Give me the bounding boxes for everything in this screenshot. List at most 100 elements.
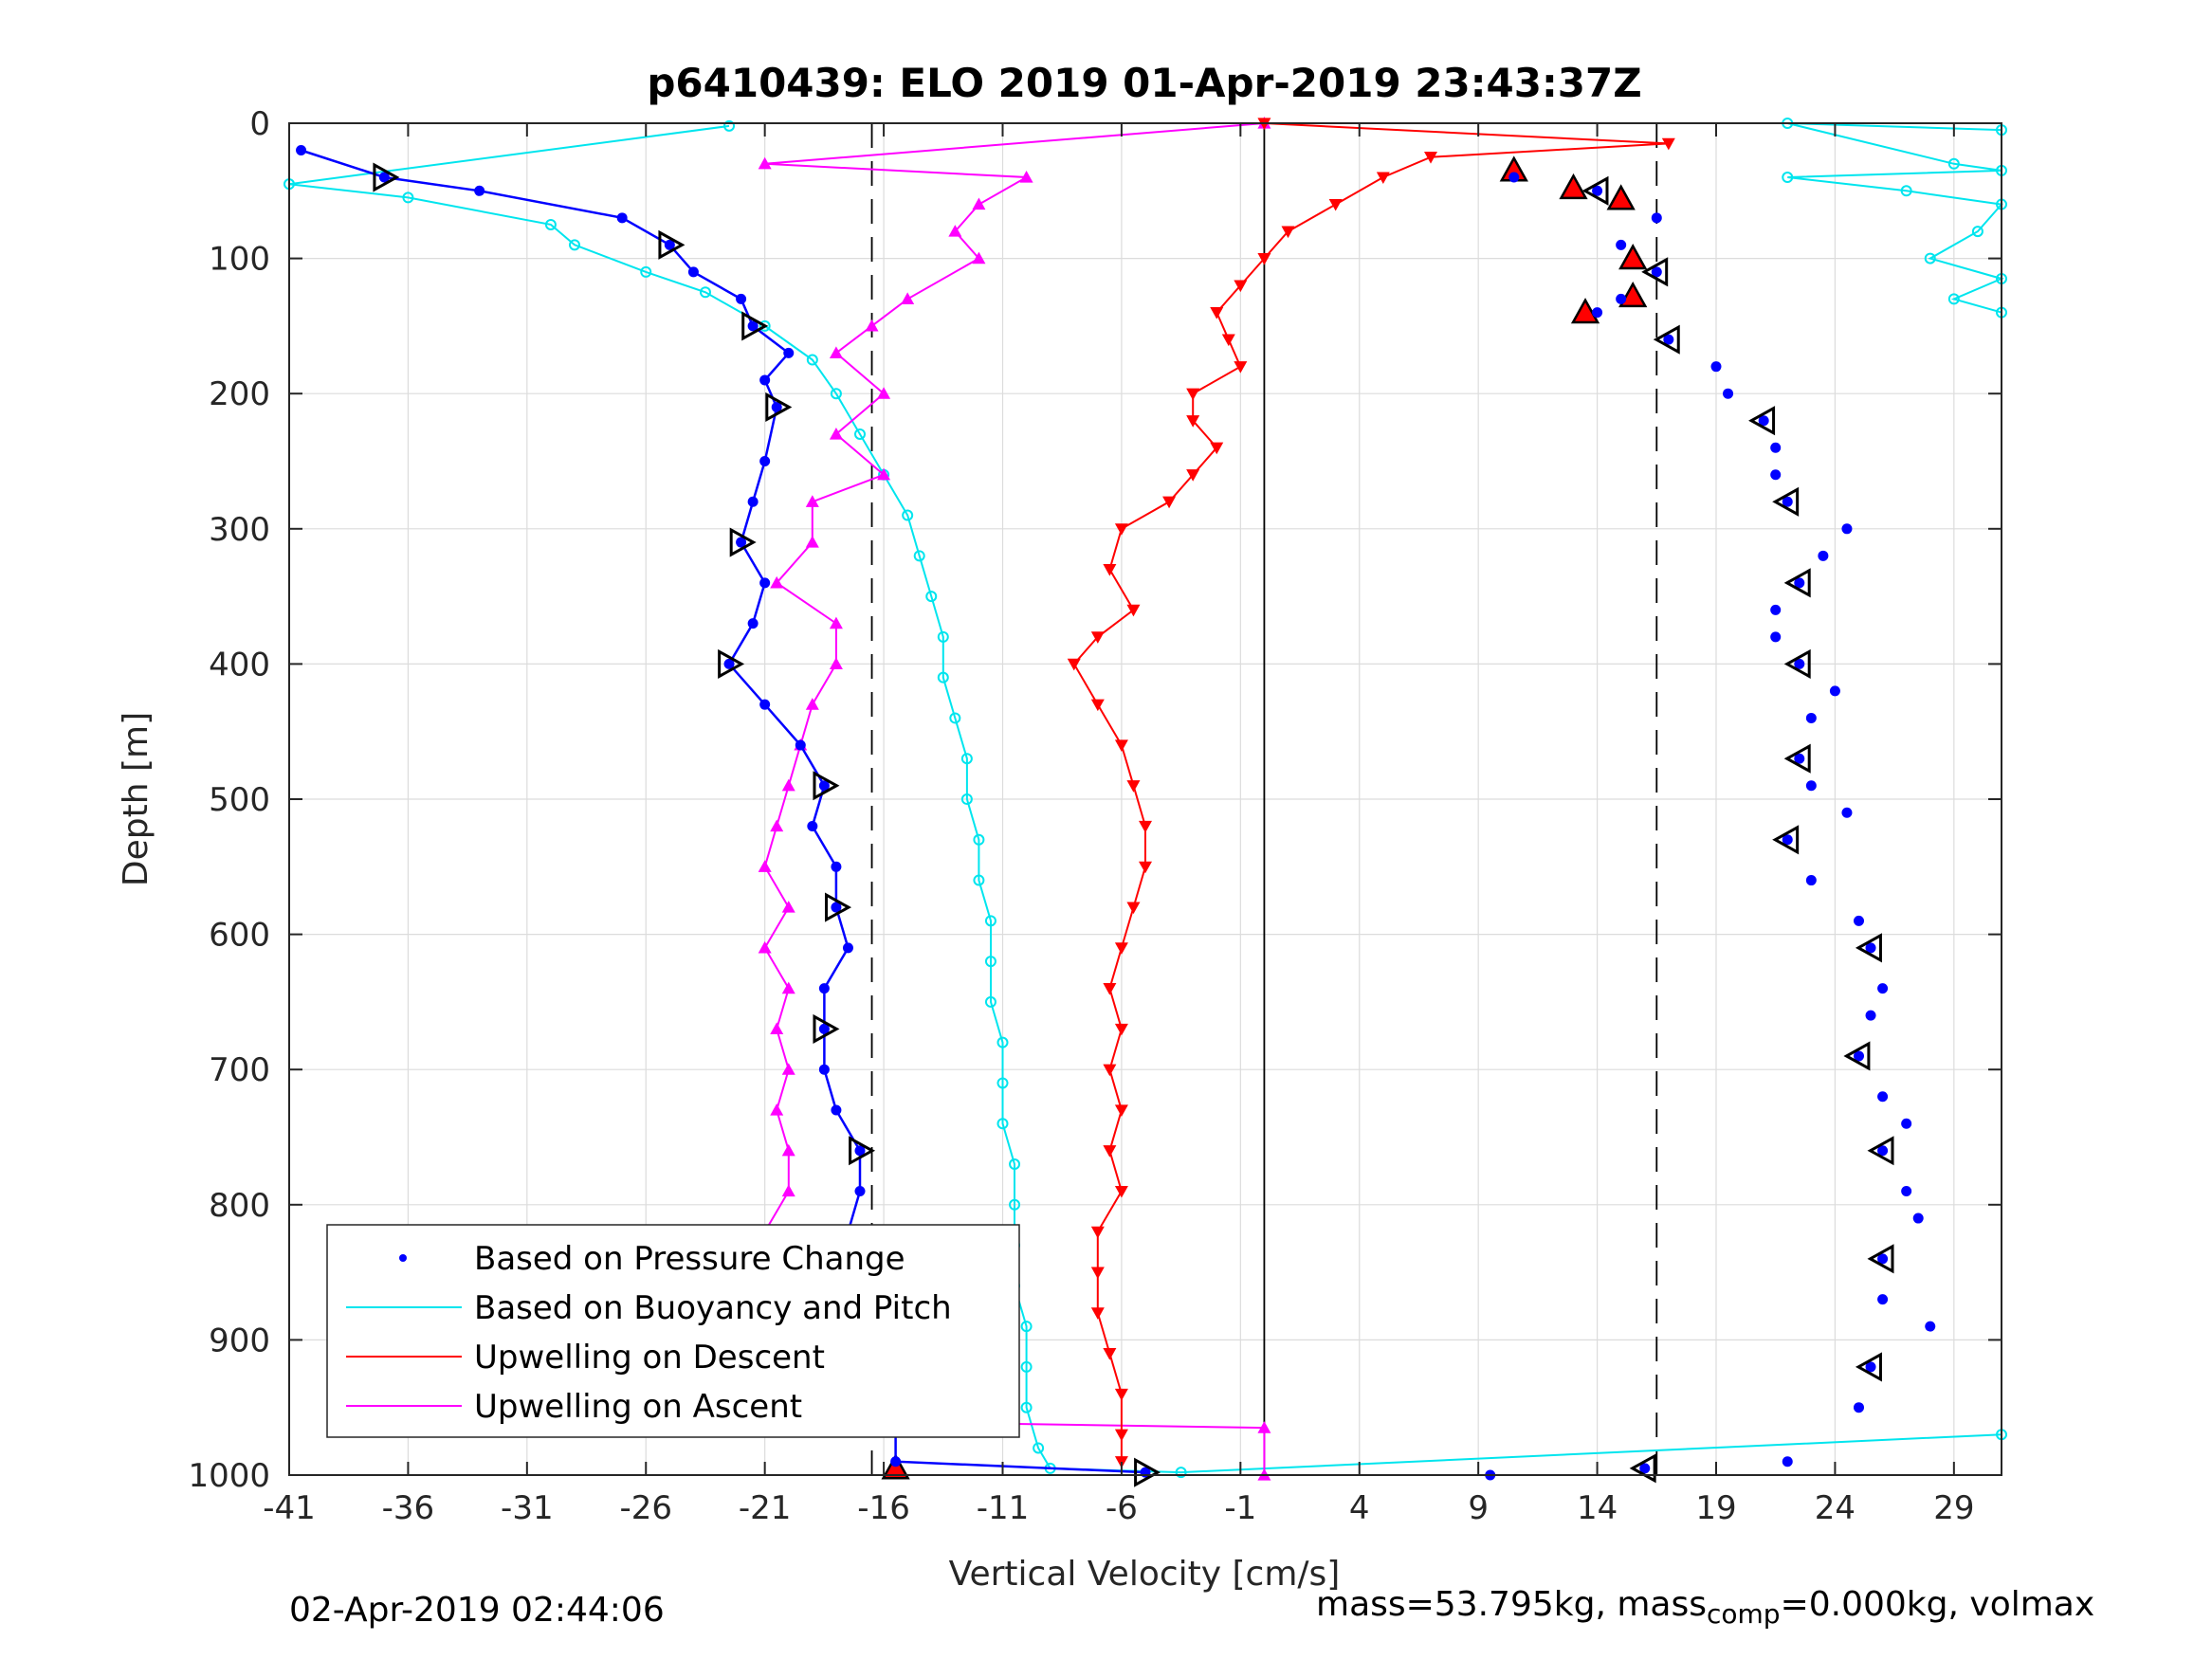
upwelling-ascent-marker [865, 319, 879, 332]
x-tick-label: -11 [977, 1489, 1030, 1527]
x-tick-label: 9 [1468, 1489, 1489, 1527]
pressure-descent-point [783, 347, 795, 358]
buoyancy-descent-point [1020, 1321, 1033, 1333]
upwelling-large-marker [1559, 173, 1588, 200]
buoyancy-descent-point [402, 191, 414, 204]
y-tick-label: 1000 [188, 1457, 270, 1495]
upwelling-ascent-marker [781, 778, 795, 792]
buoyancy-descent-point [1175, 1467, 1187, 1479]
upwelling-descent-marker [1114, 1388, 1128, 1401]
buoyancy-descent-point [996, 1118, 1009, 1130]
pressure-ascent-point [1805, 875, 1817, 886]
upwelling-descent-marker [1114, 1429, 1128, 1442]
pressure-descent-point [818, 983, 830, 994]
upwelling-ascent-marker [829, 657, 843, 669]
y-tick-label: 100 [209, 241, 270, 279]
upwelling-descent-marker [1126, 902, 1141, 915]
pressure-ascent-point [1877, 1294, 1889, 1305]
upwelling-ascent-marker [758, 940, 772, 954]
y-tick-label: 600 [209, 917, 270, 955]
legend-entry-label: Upwelling on Ascent [474, 1388, 802, 1426]
upwelling-descent-marker [1090, 631, 1105, 644]
pressure-ascent-point [1841, 807, 1853, 818]
reference-lines [870, 123, 1658, 1475]
upwelling-ascent-marker [770, 1103, 784, 1116]
buoyancy-ascent-point [1947, 293, 1960, 305]
pressure-ascent-point [1663, 334, 1674, 345]
buoyancy-descent-point [699, 286, 711, 299]
buoyancy-descent-point [937, 630, 949, 643]
pressure-ascent-point [1877, 1091, 1889, 1103]
x-tick-label: -21 [739, 1489, 792, 1527]
upwelling-descent-marker [1281, 226, 1295, 239]
upwelling-ascent-marker [781, 901, 795, 913]
pressure-ascent-point [1651, 212, 1662, 224]
buoyancy-descent-point [544, 218, 557, 230]
pressure-descent-point [818, 1023, 830, 1034]
pressure-ascent-point [1770, 604, 1782, 615]
buoyancy-descent-point [1020, 1401, 1033, 1413]
buoyancy-ascent-point [1782, 172, 1794, 184]
pressure-descent-point [747, 496, 759, 507]
descent-heading-marker [765, 392, 793, 423]
pressure-ascent-point [1794, 658, 1805, 669]
pressure-ascent-point [1794, 753, 1805, 764]
upwelling-descent-marker [1210, 442, 1224, 455]
upwelling-ascent-marker [877, 467, 891, 481]
buoyancy-descent-point [984, 956, 996, 968]
x-tick-label: 24 [1815, 1489, 1856, 1527]
upwelling-ascent-marker [829, 616, 843, 629]
upwelling-ascent-marker [758, 860, 772, 872]
upwelling-descent-marker [1090, 1226, 1105, 1239]
pressure-ascent-point [1901, 1186, 1912, 1197]
buoyancy-descent-point [902, 509, 914, 521]
upwelling-ascent-marker [1019, 171, 1033, 183]
y-tick-label: 200 [209, 375, 270, 413]
legend: Based on Pressure Change Based on Buoyanc… [326, 1224, 1020, 1438]
pressure-descent-point [687, 266, 699, 278]
ascent-heading-marker [1867, 1136, 1894, 1166]
pressure-descent-point [759, 577, 771, 589]
ascent-heading-marker [1843, 1041, 1871, 1071]
upwelling-descent-marker [1328, 198, 1343, 211]
upwelling-descent-marker [1126, 604, 1141, 617]
x-tick-label: -31 [501, 1489, 554, 1527]
y-tick-label: 500 [209, 781, 270, 819]
ascent-heading-marker [1641, 257, 1669, 287]
upwelling-ascent-marker [972, 251, 986, 264]
buoyancy-descent-point [937, 671, 949, 684]
buoyancy-descent-point [1020, 1360, 1033, 1373]
upwelling-ascent-marker [781, 1063, 795, 1075]
footer-timestamp: 02-Apr-2019 02:44:06 [289, 1591, 665, 1630]
pressure-descent-point [723, 658, 735, 669]
grid [288, 122, 2002, 1476]
buoyancy-descent-point [984, 995, 996, 1008]
upwelling-ascent-marker [877, 387, 891, 399]
upwelling-ascent-marker [781, 1143, 795, 1157]
footer-mass-sub: comp [1707, 1598, 1781, 1631]
pressure-descent-point [854, 1145, 866, 1157]
upwelling-large-marker [1606, 184, 1636, 210]
x-tick-label: -36 [382, 1489, 435, 1527]
buoyancy-descent-point [973, 833, 985, 846]
upwelling-descent-marker [1186, 469, 1200, 482]
pressure-descent-point [378, 172, 390, 183]
upwelling-descent-marker [1186, 415, 1200, 428]
buoyancy-descent-point [1009, 1198, 1021, 1211]
buoyancy-descent-point [830, 388, 842, 400]
buoyancy-descent-point [973, 874, 985, 886]
upwelling-large-marker [881, 1453, 910, 1480]
pressure-descent-point [759, 699, 771, 710]
upwelling-ascent-marker [901, 292, 915, 304]
upwelling-descent-marker [1139, 861, 1152, 874]
y-tick-label: 800 [209, 1187, 270, 1225]
pressure-descent-point [854, 1186, 866, 1197]
x-tick-label: 4 [1349, 1489, 1370, 1527]
ascent-heading-marker [1772, 825, 1800, 855]
x-tick-label: -6 [1106, 1489, 1138, 1527]
upwelling-descent-marker [1114, 739, 1128, 752]
legend-entry-label: Based on Buoyancy and Pitch [474, 1289, 952, 1327]
upwelling-ascent-marker [805, 698, 819, 710]
buoyancy-ascent-point [1900, 185, 1912, 197]
pressure-ascent-point [1723, 388, 1734, 399]
